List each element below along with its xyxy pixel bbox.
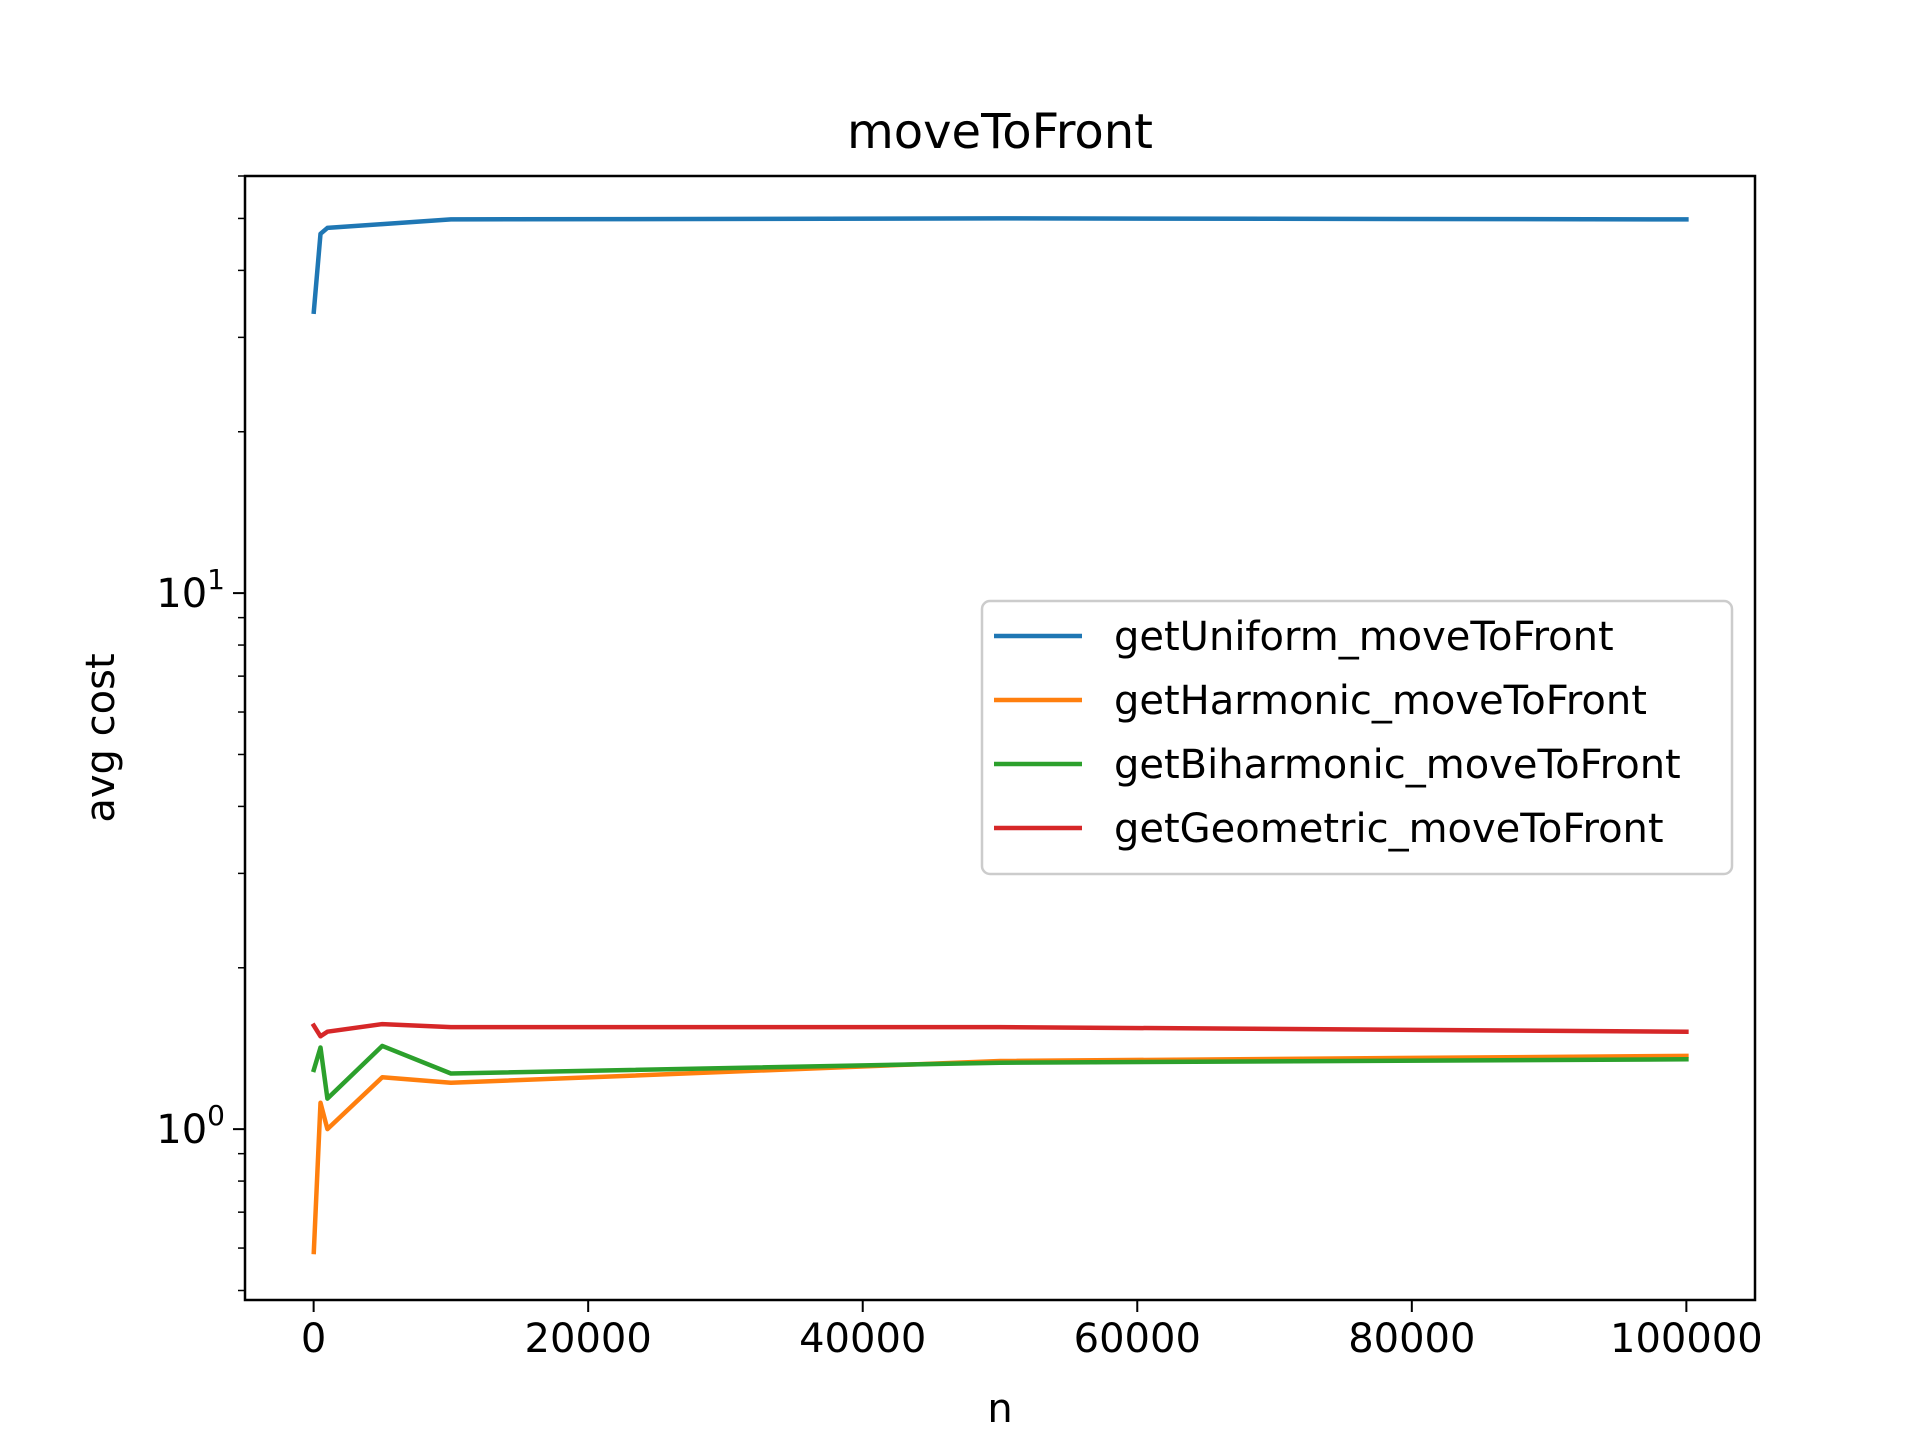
x-tick-label: 100000 <box>1610 1316 1763 1362</box>
series-line-getUniform_moveToFront <box>311 216 1689 315</box>
plot-area <box>243 174 1757 1302</box>
plot-frame <box>243 174 1757 1302</box>
series-lines <box>310 216 1689 1255</box>
x-tick-label: 80000 <box>1348 1316 1475 1362</box>
x-tick-label: 20000 <box>525 1316 652 1362</box>
legend: getUniform_moveToFront getHarmonic_moveTo… <box>980 599 1734 876</box>
y-axis-ticks: 100 101 <box>156 175 245 1292</box>
x-tick-label: 0 <box>301 1316 326 1362</box>
y-tick-label: 100 <box>156 1099 225 1153</box>
legend-frame <box>980 599 1734 876</box>
series-line-getHarmonic_moveToFront <box>311 1053 1689 1255</box>
legend-label: getGeometric_moveToFront <box>1114 806 1664 852</box>
x-axis-ticks: 0 20000 40000 60000 80000 100000 <box>301 1300 1763 1362</box>
series-line-getBiharmonic_moveToFront <box>310 1043 1689 1101</box>
x-tick-label: 60000 <box>1074 1316 1201 1362</box>
legend-label: getBiharmonic_moveToFront <box>1114 742 1681 788</box>
x-axis-label: n <box>987 1386 1012 1432</box>
y-axis-label: avg cost <box>78 653 124 822</box>
x-tick-label: 40000 <box>799 1316 926 1362</box>
legend-label: getUniform_moveToFront <box>1114 614 1614 660</box>
y-tick-label: 101 <box>156 563 225 617</box>
chart-title: moveToFront <box>847 104 1153 160</box>
legend-label: getHarmonic_moveToFront <box>1114 678 1647 724</box>
series-line-getGeometric_moveToFront <box>310 1021 1689 1039</box>
